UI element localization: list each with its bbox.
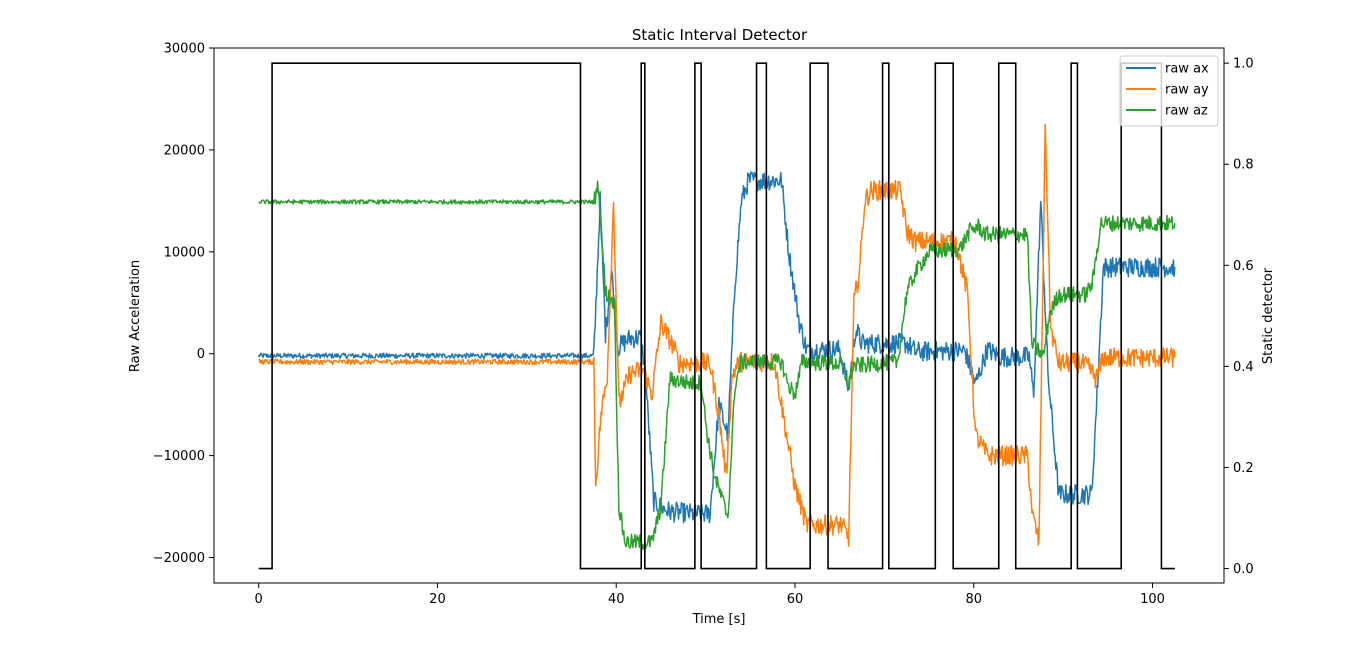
plot-frame [213, 47, 1225, 584]
x-tick-label: 40 [608, 592, 625, 607]
legend-label: raw ax [1165, 62, 1209, 77]
legend-box [1119, 55, 1219, 127]
legend: raw ax raw ay raw az [1119, 55, 1219, 127]
x-tick-label: 0 [255, 592, 263, 607]
y2-tick-label: 0.0 [1233, 562, 1254, 577]
y2-tick-label: 0.4 [1233, 360, 1254, 375]
y-tick-label: −20000 [153, 551, 205, 566]
x-tick-label: 100 [1140, 592, 1165, 607]
series-line-raw-ay [258, 123, 1176, 547]
y2-tick-label: 1.0 [1233, 57, 1254, 72]
legend-label: raw ay [1165, 83, 1209, 98]
x-tick-label: 80 [965, 592, 982, 607]
y-tick-label: 0 [197, 347, 205, 362]
series-line-raw-ax [257, 171, 1176, 524]
chart-title: Static Interval Detector [632, 26, 808, 44]
legend-label: raw az [1165, 104, 1208, 119]
y-axis-title: Raw Acceleration [128, 260, 143, 372]
y-tick-label: 20000 [164, 143, 205, 158]
x-tick-label: 60 [787, 592, 804, 607]
y2-axis-title: Static detector [1261, 267, 1276, 364]
y-tick-label: 10000 [164, 245, 205, 260]
y-tick-label: 30000 [164, 42, 205, 57]
y2-tick-label: 0.2 [1233, 461, 1254, 476]
y-tick-label: −10000 [153, 449, 205, 464]
y2-tick-label: 0.6 [1233, 259, 1254, 274]
x-tick-label: 20 [429, 592, 446, 607]
series-line-raw-az [258, 180, 1176, 550]
series-line-static-detector [258, 62, 1175, 570]
x-axis-title: Time [s] [692, 612, 746, 627]
y2-tick-label: 0.8 [1233, 158, 1254, 173]
